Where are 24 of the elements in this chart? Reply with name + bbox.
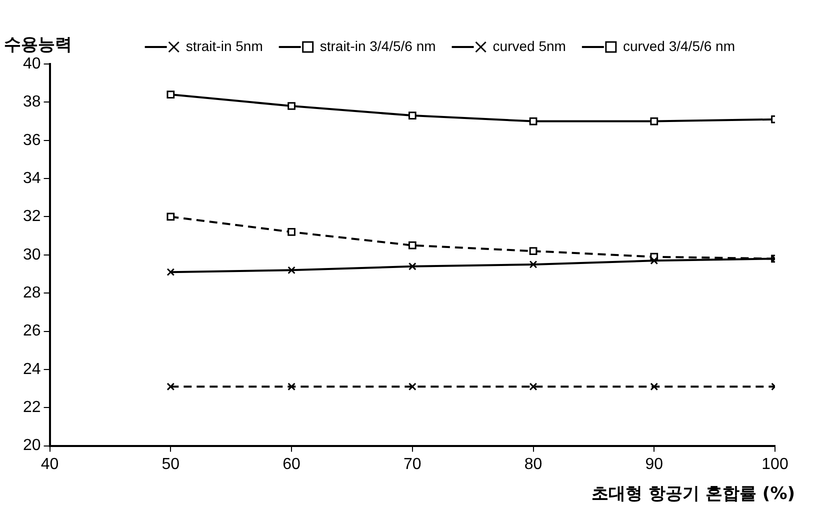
x-tick-label: 50 [162, 456, 180, 473]
y-tick-label: 28 [23, 284, 41, 302]
y-tick-label: 32 [23, 208, 41, 226]
y-tick-label: 22 [23, 399, 41, 416]
legend-label: curved 5nm [492, 38, 566, 54]
y-tick-label: 34 [23, 170, 41, 187]
x-tick-label: 70 [404, 456, 422, 473]
legend-label: strait-in 3/4/5/6 nm [320, 38, 436, 54]
x-tick-label: 40 [40, 456, 59, 473]
y-tick-label: 38 [23, 94, 41, 111]
y-tick-label: 30 [23, 246, 41, 264]
x-axis-title: 초대형 항공기 혼합률 (%) [592, 484, 795, 504]
legend-label: curved 3/4/5/6 nm [622, 38, 735, 54]
y-tick-label: 36 [23, 132, 41, 149]
x-tick-label: 60 [282, 456, 301, 473]
y-tick-label: 24 [23, 360, 41, 378]
x-tick-label: 100 [762, 456, 788, 473]
x-tick-label: 80 [524, 456, 542, 473]
y-tick-label: 20 [23, 437, 41, 454]
legend-label: strait-in 5nm [186, 38, 263, 54]
y-tick-label: 26 [23, 322, 41, 340]
y-axis-title: 수용능력 [4, 34, 72, 55]
y-tick-label: 40 [23, 55, 41, 72]
x-tick-label: 90 [645, 456, 664, 473]
